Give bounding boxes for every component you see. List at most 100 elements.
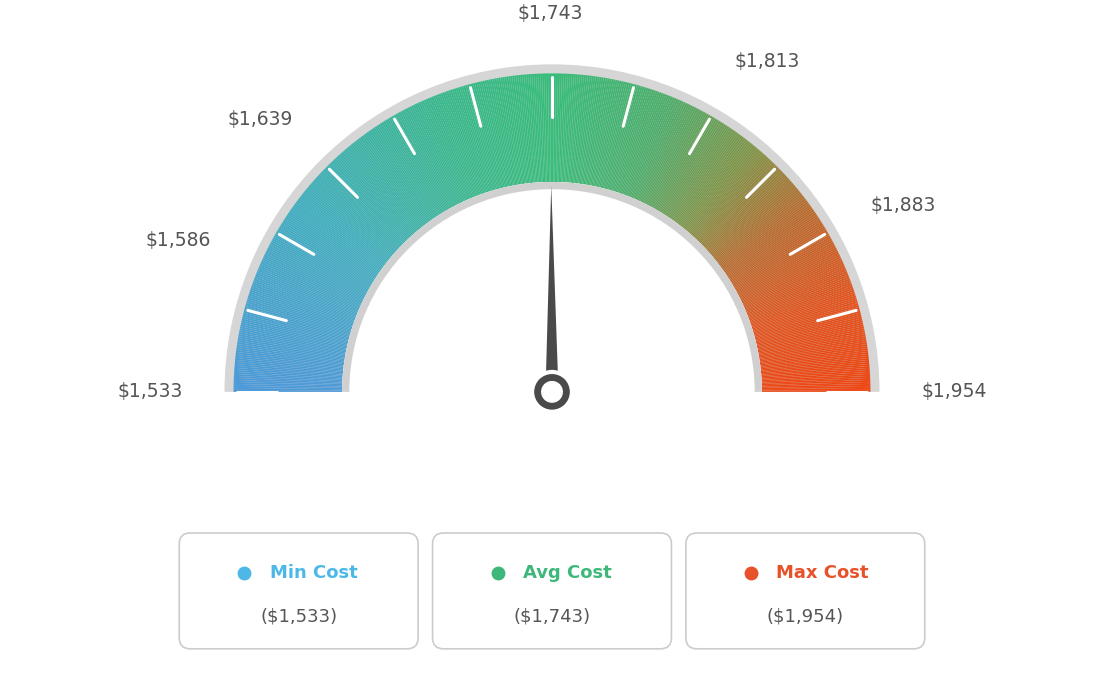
Wedge shape [754,307,859,337]
Wedge shape [594,80,617,186]
Wedge shape [566,74,576,183]
Wedge shape [254,277,357,317]
Wedge shape [728,218,820,278]
Wedge shape [636,99,680,199]
Wedge shape [761,354,869,368]
Wedge shape [745,267,846,311]
Wedge shape [734,235,830,290]
Wedge shape [620,91,658,194]
Wedge shape [237,342,344,360]
Wedge shape [323,168,403,246]
Wedge shape [301,193,388,262]
Wedge shape [677,135,742,224]
Wedge shape [692,155,765,236]
Wedge shape [762,382,870,386]
Wedge shape [619,90,656,193]
Wedge shape [502,77,520,184]
Wedge shape [713,187,797,258]
Wedge shape [564,74,572,182]
Wedge shape [623,92,661,195]
Wedge shape [246,299,351,332]
Wedge shape [667,125,728,217]
Wedge shape [261,262,360,307]
Wedge shape [236,352,343,367]
Wedge shape [546,73,550,182]
Wedge shape [595,80,619,187]
Wedge shape [633,98,677,199]
Wedge shape [616,88,650,193]
Wedge shape [399,112,452,208]
Wedge shape [736,239,832,292]
Wedge shape [340,153,413,235]
Wedge shape [237,340,344,359]
Wedge shape [762,370,870,379]
Wedge shape [364,133,429,222]
Wedge shape [758,336,866,357]
Wedge shape [407,107,458,205]
Wedge shape [224,64,880,392]
Wedge shape [761,352,868,367]
Wedge shape [570,75,580,183]
Wedge shape [613,87,647,191]
Wedge shape [700,165,777,244]
Wedge shape [698,162,774,241]
Wedge shape [349,145,420,230]
Wedge shape [246,301,351,333]
Wedge shape [427,98,471,199]
Wedge shape [320,172,400,248]
Wedge shape [438,94,478,196]
Wedge shape [467,84,497,190]
Wedge shape [755,309,860,338]
Wedge shape [479,81,505,188]
Wedge shape [235,354,343,368]
Wedge shape [532,74,540,182]
Wedge shape [605,84,635,189]
FancyBboxPatch shape [686,533,925,649]
Wedge shape [275,233,370,288]
Wedge shape [762,388,870,391]
Wedge shape [449,90,486,193]
Wedge shape [657,116,712,210]
Text: ($1,533): ($1,533) [261,607,337,625]
Wedge shape [477,82,503,188]
Wedge shape [516,75,530,184]
Wedge shape [309,184,393,256]
Wedge shape [762,380,870,385]
Wedge shape [314,180,395,253]
Wedge shape [648,109,700,206]
Wedge shape [671,130,734,219]
Wedge shape [262,258,361,305]
Wedge shape [618,90,655,193]
Wedge shape [304,190,390,260]
Polygon shape [63,392,1041,689]
Wedge shape [548,73,551,182]
Wedge shape [704,172,784,248]
Wedge shape [749,282,851,321]
Wedge shape [761,356,869,369]
Wedge shape [389,118,445,212]
Wedge shape [686,146,756,231]
Wedge shape [490,79,512,186]
Wedge shape [590,79,612,186]
Wedge shape [617,89,652,193]
Wedge shape [556,73,560,182]
Wedge shape [300,195,388,263]
Wedge shape [540,74,545,182]
Wedge shape [565,74,574,182]
Wedge shape [684,145,755,230]
Wedge shape [469,84,499,189]
Wedge shape [243,315,349,342]
Wedge shape [660,119,718,213]
Wedge shape [597,81,624,187]
Wedge shape [327,165,404,244]
Wedge shape [736,240,834,293]
Wedge shape [574,75,588,184]
Wedge shape [413,105,461,203]
Wedge shape [326,167,404,244]
Wedge shape [368,130,432,221]
Wedge shape [429,97,473,198]
Text: $1,954: $1,954 [921,382,987,402]
Wedge shape [386,119,444,213]
Wedge shape [289,210,380,273]
Wedge shape [258,267,359,311]
